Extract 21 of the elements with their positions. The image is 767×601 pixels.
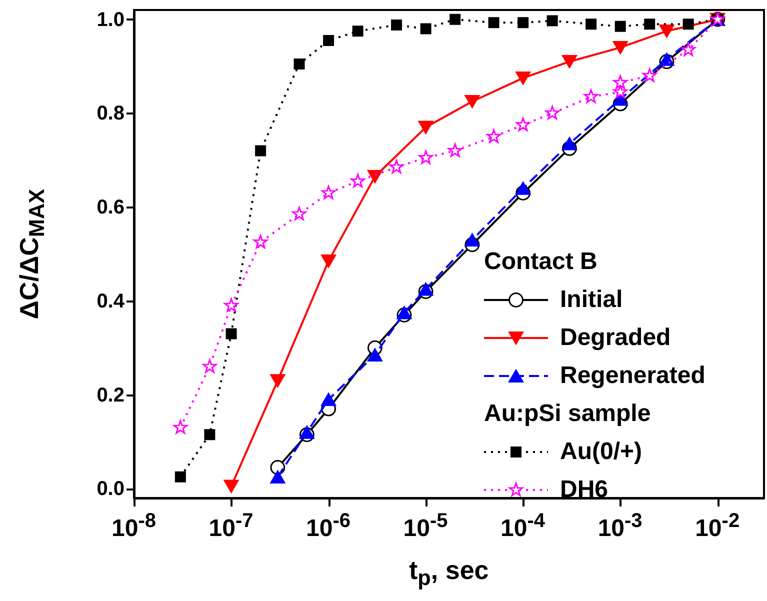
y-tick-label: 0.0	[96, 478, 124, 500]
x-tick-label: 10$^{-5}$	[403, 510, 448, 543]
x-tick-label: 10$^{-2}$	[695, 510, 740, 543]
x-tick-label: 10$^{-3}$	[598, 510, 642, 543]
legend-label: DH6	[560, 476, 608, 503]
x-tick-label: 10$^{-6}$	[306, 510, 351, 543]
y-tick-label: 0.8	[96, 102, 124, 125]
legend-label: Regenerated	[560, 362, 706, 389]
y-tick-label: 0.2	[96, 384, 124, 406]
legend-label: Au(0/+)	[560, 438, 642, 465]
y-tick-label: 0.6	[96, 196, 124, 219]
annotation: Au:pSi sample	[484, 400, 651, 427]
legend-label: Degraded	[560, 324, 671, 351]
x-axis-title: t$_{p}$, sec	[409, 555, 489, 592]
legend-title: Contact B	[484, 248, 598, 275]
x-tick-label: 10$^{-7}$	[208, 510, 254, 543]
y-tick-label: 0.4	[96, 290, 126, 312]
x-tick-label: 10$^{-8}$	[112, 510, 156, 543]
x-tick-label: 10$^{-4}$	[500, 510, 546, 543]
legend-label: Initial	[560, 286, 623, 313]
y-tick-label: 1.0	[96, 8, 124, 31]
